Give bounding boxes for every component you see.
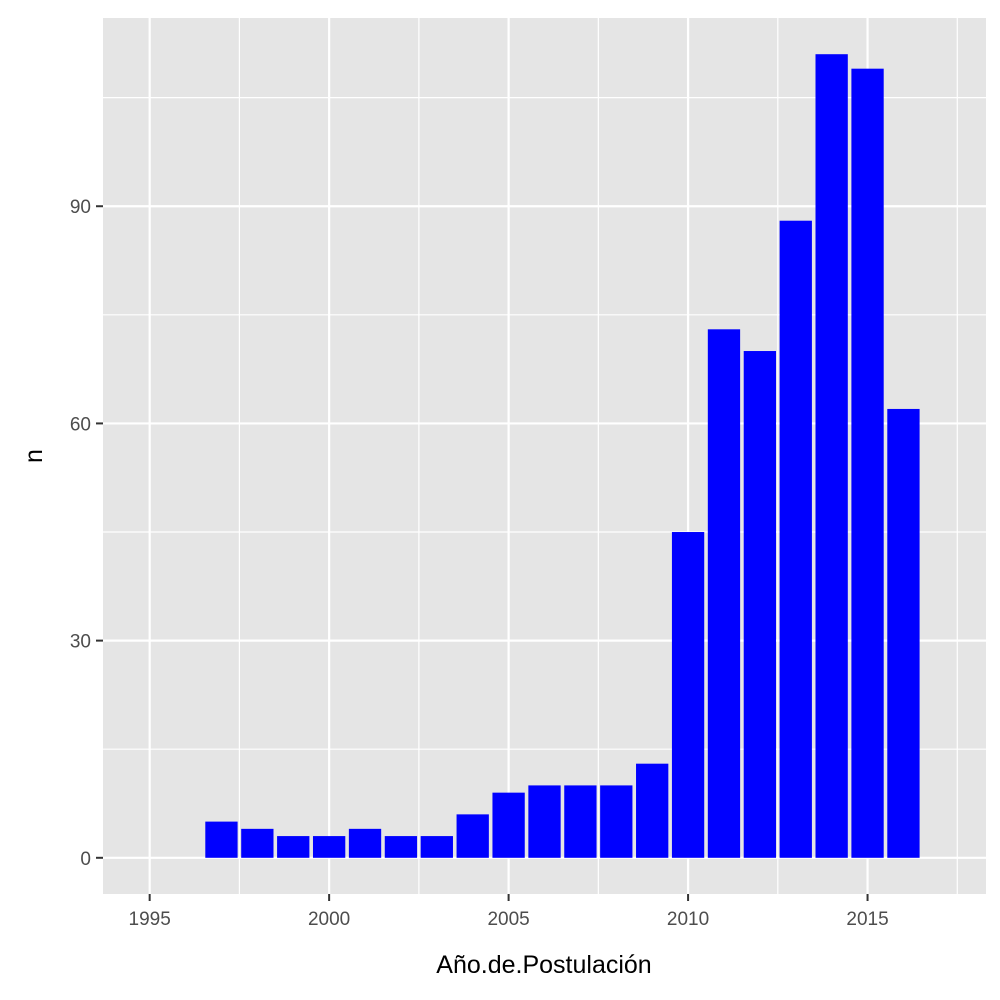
bar-2001 [348, 828, 382, 858]
bar-1999 [277, 836, 310, 858]
bar-2013 [779, 220, 812, 858]
x-axis: 1995 2000 2005 2010 2015 [129, 894, 889, 930]
x-tick-label: 2010 [667, 909, 709, 930]
bar-2006 [528, 785, 561, 858]
bar-2012 [743, 351, 777, 858]
x-axis-title: Año.de.Postulación [436, 951, 651, 979]
y-tick-label: 30 [70, 632, 91, 653]
bar-2005 [492, 792, 525, 858]
bar-2002 [384, 836, 418, 858]
y-tick-label: 90 [70, 197, 91, 218]
bar-1997 [205, 821, 238, 858]
x-tick-label: 2000 [308, 909, 350, 930]
bar-2009 [636, 763, 669, 858]
y-axis: 0 30 60 90 [70, 197, 103, 870]
bar-2008 [600, 785, 633, 858]
bars [205, 54, 920, 858]
bar-2014 [815, 54, 848, 858]
bar-2000 [312, 836, 346, 858]
y-tick-label: 60 [70, 414, 91, 435]
bar-2010 [671, 532, 705, 858]
bar-1998 [241, 828, 274, 858]
bar-2011 [707, 329, 741, 858]
x-tick-label: 2015 [846, 909, 888, 930]
x-tick-label: 2005 [487, 909, 529, 930]
bar-2016 [887, 408, 920, 858]
x-tick-label: 1995 [129, 909, 171, 930]
bar-2004 [456, 814, 489, 858]
y-tick-label: 0 [80, 849, 91, 870]
bar-2007 [564, 785, 597, 858]
y-axis-title: n [20, 449, 48, 463]
bar-2015 [851, 68, 884, 858]
bar-2003 [420, 836, 453, 858]
